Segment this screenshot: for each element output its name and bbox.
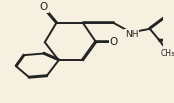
Text: CH₃: CH₃: [161, 49, 174, 58]
Text: O: O: [40, 2, 48, 12]
Text: NH: NH: [125, 30, 138, 39]
Text: O: O: [110, 37, 118, 47]
